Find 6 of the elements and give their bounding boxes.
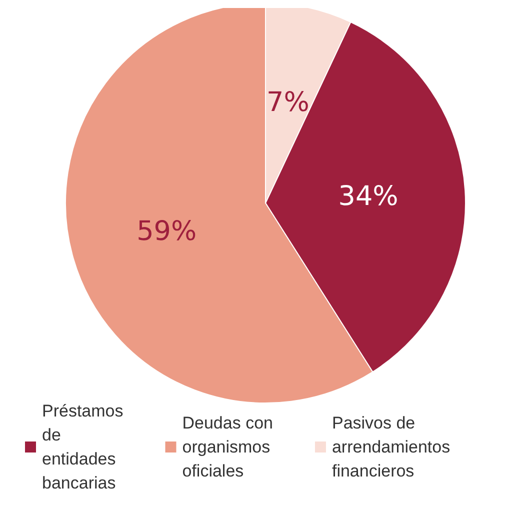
data-label: 34% [338,181,398,212]
legend-label: Pasivos de arrendamientos financieros [332,414,450,480]
legend-label: Deudas con organismos oficiales [182,414,273,480]
legend-label: Préstamos de entidades bancarias [42,402,124,492]
data-label: 59% [136,216,197,248]
data-label: 7% [266,86,310,118]
